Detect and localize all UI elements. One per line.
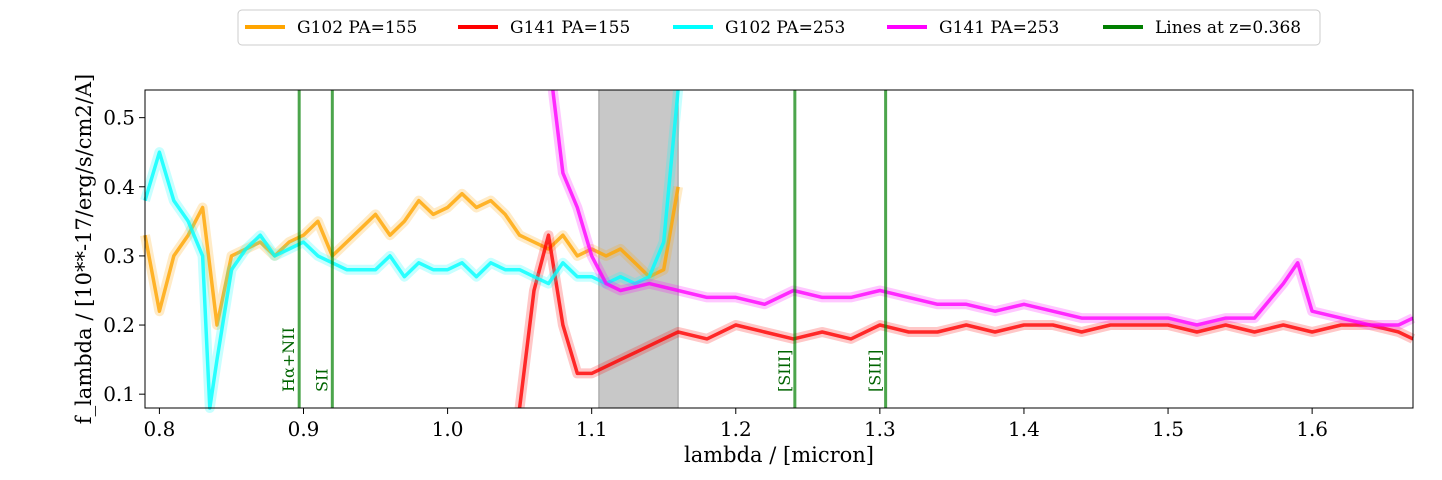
legend-frame [237, 9, 1321, 46]
emission-line-label-1: Hα+NII [279, 327, 298, 392]
x-tick-label: 1.0 [432, 417, 464, 441]
y-tick-label: 0.3 [103, 244, 135, 268]
x-tick-label: 1.6 [1296, 417, 1328, 441]
x-axis: 0.8 0.9 1.0 1.1 1.2 1.3 1.4 1.5 1.6 [144, 408, 1328, 441]
legend-label-4: G141 PA=253 [939, 18, 1059, 38]
plot-frame [144, 89, 1414, 409]
series-layer [140, 89, 1416, 413]
legend: G102 PA=155 G141 PA=155 G102 PA=253 G141 PA… [237, 9, 1321, 46]
y-tick-label: 0.4 [103, 175, 135, 199]
legend-label-3: G102 PA=253 [725, 18, 845, 38]
series-line-2 [517, 233, 1414, 409]
x-tick-label: 1.1 [576, 417, 608, 441]
x-axis-label: lambda / [micron] [684, 443, 874, 467]
series-line-3 [143, 89, 680, 410]
y-axis: 0.1 0.2 0.3 0.4 0.5 [103, 106, 145, 406]
legend-label-5: Lines at z=0.368 [1155, 18, 1301, 38]
y-tick-label: 0.2 [103, 313, 135, 337]
emission-line-label-2: SII [312, 368, 331, 392]
x-tick-label: 1.2 [720, 417, 752, 441]
x-tick-label: 1.3 [864, 417, 896, 441]
plot-area: Hα+NII SII [SIII] [SIII] [140, 89, 1416, 413]
x-tick-label: 1.4 [1008, 417, 1040, 441]
emission-lines-layer: Hα+NII SII [SIII] [SIII] [279, 90, 888, 408]
y-axis-label: f_lambda / [10**-17/erg/s/cm2/A] [72, 74, 96, 424]
x-tick-label: 0.9 [288, 417, 320, 441]
legend-label-1: G102 PA=155 [297, 18, 417, 38]
y-tick-label: 0.5 [103, 106, 135, 130]
legend-label-2: G141 PA=155 [510, 18, 630, 38]
x-tick-label: 1.5 [1152, 417, 1184, 441]
y-tick-label: 0.1 [103, 382, 135, 406]
series-line-4 [551, 89, 1414, 327]
shaded-region [598, 89, 679, 409]
emission-line-label-4: [SIII] [866, 350, 885, 392]
emission-line-label-3: [SIII] [775, 350, 794, 392]
x-tick-label: 0.8 [144, 417, 176, 441]
